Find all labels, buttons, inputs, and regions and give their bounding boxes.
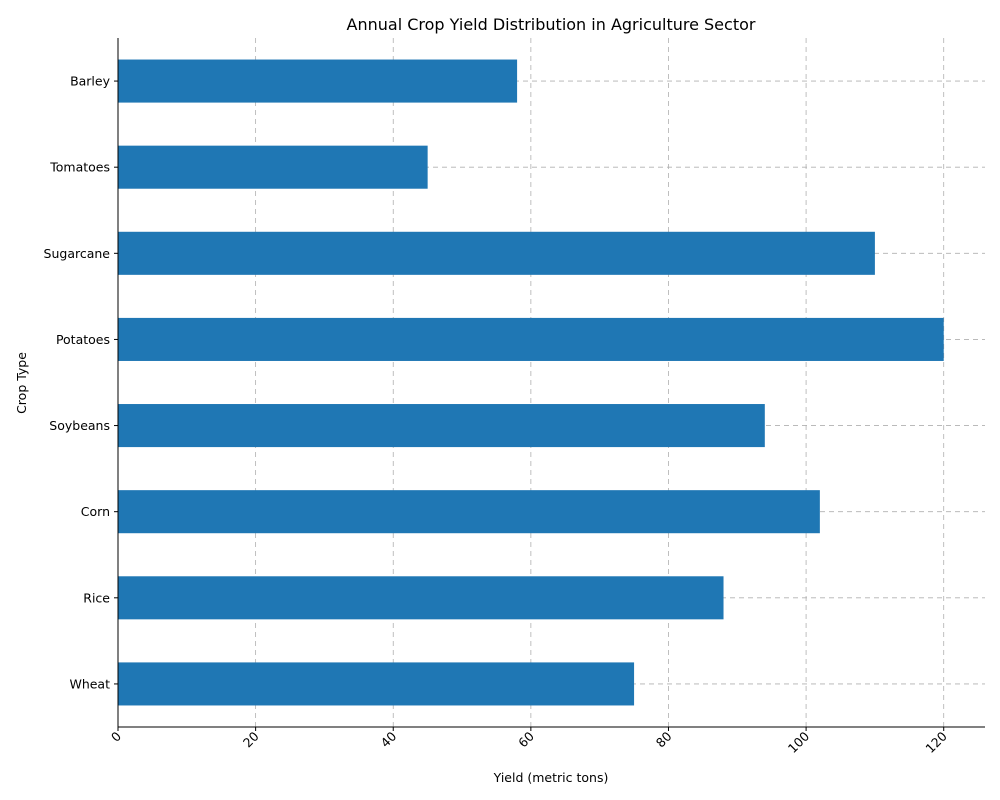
x-tick-label: 60 (515, 728, 537, 750)
bar-wheat (118, 662, 635, 706)
x-tick-label: 20 (240, 728, 262, 750)
bars (118, 59, 944, 706)
y-tick-label: Rice (83, 590, 110, 605)
grid-lines (117, 38, 985, 727)
bar-soybeans (118, 404, 765, 448)
y-tick-label: Wheat (69, 676, 110, 691)
bar-rice (118, 576, 724, 620)
y-tick-label: Tomatoes (49, 160, 110, 175)
x-tick-label: 100 (785, 728, 813, 756)
bar-potatoes (118, 317, 944, 361)
y-tick-label: Sugarcane (44, 246, 111, 261)
chart-title: Annual Crop Yield Distribution in Agricu… (347, 15, 756, 34)
y-axis-label: Crop Type (14, 352, 29, 414)
x-tick-label: 0 (108, 728, 124, 744)
bar-barley (118, 59, 518, 103)
bar-sugarcane (118, 231, 875, 275)
bar-tomatoes (118, 145, 428, 189)
y-tick-label: Potatoes (56, 332, 110, 347)
x-axis-label: Yield (metric tons) (493, 770, 609, 785)
x-tick-label: 40 (378, 728, 400, 750)
x-tick-label: 80 (653, 728, 675, 750)
x-tick-label: 120 (922, 728, 950, 756)
y-tick-label: Barley (70, 74, 111, 89)
y-tick-label: Corn (81, 504, 110, 519)
y-tick-label: Soybeans (49, 418, 110, 433)
bar-corn (118, 490, 820, 534)
